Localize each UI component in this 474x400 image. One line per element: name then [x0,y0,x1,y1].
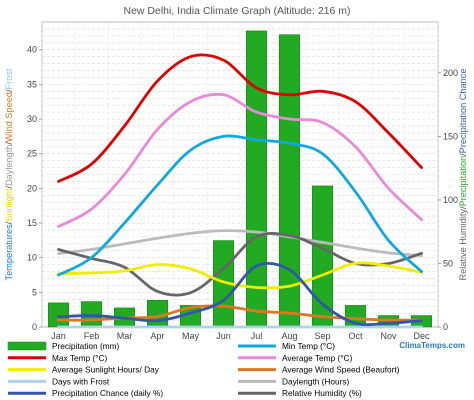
left-tick-label: 40 [27,45,37,55]
legend-label: Average Temp (°C) [282,353,353,363]
axis-title-part: Precipitation [458,156,468,207]
left-tick-label: 35 [27,79,37,89]
axis-title-part: Daylength [4,145,14,186]
axis-title-part: / [458,153,468,156]
series-line [57,229,423,258]
x-tick-label: Nov [380,331,397,341]
x-tick-label: Jan [51,331,66,341]
left-tick-label: 0 [32,322,37,332]
legend-swatch [7,341,47,351]
axis-title-part: Frost [4,68,14,89]
axis-title-part: Temperatures [4,224,14,281]
legend-label: Daylength (Hours) [282,376,350,386]
series-line [57,134,423,277]
right-axis-title: Relative Humidity/Precipitation/Precipit… [458,69,468,281]
legend-label: Precipitation (mm) [52,341,120,351]
legend-label: Max Temp (°C) [52,353,107,363]
axis-title-part: / [4,186,14,189]
x-tick-label: Oct [348,331,363,341]
legend-label: Average Sunlight Hours/ Day [52,365,160,375]
x-tick-label: Apr [150,331,164,341]
left-tick-label: 20 [27,183,37,193]
x-tick-label: Aug [281,331,297,341]
left-tick-label: 25 [27,149,37,159]
right-tick-label: 100 [443,195,458,205]
left-axis-title: Temperatures/Sunlight/Daylength/Wind Spe… [4,68,14,280]
legend-label: Relative Humidity (%) [282,388,362,398]
legend-label: Precipitation Chance (daily %) [52,388,163,398]
right-tick-label: 0 [443,322,448,332]
x-tick-label: Jun [216,331,231,341]
series-line [57,261,423,327]
x-tick-label: May [182,331,200,341]
right-tick-label: 200 [443,68,458,78]
right-title-text: Relative Humidity/Precipitation/Precipit… [458,69,468,281]
axis-title-part: Sunlight [4,188,14,222]
series-line [57,92,423,228]
axis-title-part: Precipitation Chance [458,69,468,154]
axis-title-part: / [458,206,468,209]
series-lines [57,53,423,329]
x-tick-label: Mar [117,331,133,341]
axis-title-part: / [4,221,14,224]
left-title-text: Temperatures/Sunlight/Daylength/Wind Spe… [4,68,14,280]
series-line [57,261,423,290]
x-tick-label: Jul [251,331,263,341]
axis-title-part: Relative Humidity [458,209,468,281]
left-tick-label: 5 [32,287,37,297]
brand-logo-text: ClimaTemps.com [399,341,465,350]
left-tick-label: 10 [27,253,37,263]
precipitation-bar [245,30,268,328]
legend: Precipitation (mm) Min Temp (°C) Max Temp … [7,341,400,398]
left-tick-label: 15 [27,218,37,228]
x-tick-label: Sep [314,331,330,341]
axis-title-part: Wind Speed [4,92,14,142]
precipitation-bar [47,302,70,328]
x-tick-label: Feb [84,331,100,341]
x-tick-label: Dec [413,331,430,341]
legend-label: Days with Frost [52,376,110,386]
right-tick-label: 50 [443,258,453,268]
legend-label: Average Wind Speed (Beaufort) [282,365,400,375]
right-tick-label: 150 [443,131,458,141]
left-tick-label: 30 [27,114,37,124]
legend-label: Min Temp (°C) [282,341,335,351]
axis-title-part: / [4,142,14,145]
series-line [57,53,423,183]
chart-title: New Delhi, India Climate Graph (Altitude… [123,5,350,17]
axes: 0 5 10 15 20 25 30 35 40 0 50 100 150 200 Jan Feb Mar Apr… [27,45,458,341]
axis-title-part: / [4,89,14,92]
